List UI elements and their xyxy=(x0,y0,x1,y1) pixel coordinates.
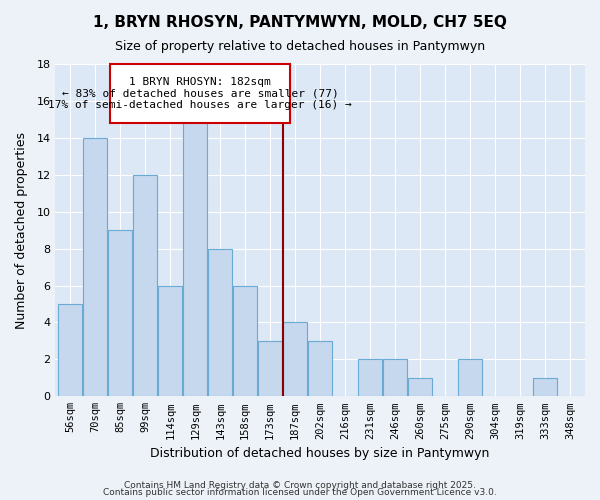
Bar xyxy=(308,341,332,396)
Bar xyxy=(408,378,432,396)
Bar xyxy=(208,248,232,396)
X-axis label: Distribution of detached houses by size in Pantymwyn: Distribution of detached houses by size … xyxy=(151,447,490,460)
Bar xyxy=(184,120,207,396)
Bar xyxy=(133,175,157,396)
Bar xyxy=(158,286,182,397)
Y-axis label: Number of detached properties: Number of detached properties xyxy=(15,132,28,328)
Text: 1 BRYN RHOSYN: 182sqm
← 83% of detached houses are smaller (77)
17% of semi-deta: 1 BRYN RHOSYN: 182sqm ← 83% of detached … xyxy=(49,77,352,110)
FancyBboxPatch shape xyxy=(110,64,290,123)
Text: Contains public sector information licensed under the Open Government Licence v3: Contains public sector information licen… xyxy=(103,488,497,497)
Bar xyxy=(58,304,82,396)
Bar xyxy=(533,378,557,396)
Text: 1, BRYN RHOSYN, PANTYMWYN, MOLD, CH7 5EQ: 1, BRYN RHOSYN, PANTYMWYN, MOLD, CH7 5EQ xyxy=(93,15,507,30)
Text: Size of property relative to detached houses in Pantymwyn: Size of property relative to detached ho… xyxy=(115,40,485,53)
Bar xyxy=(283,322,307,396)
Bar xyxy=(83,138,107,396)
Bar xyxy=(109,230,132,396)
Bar xyxy=(358,360,382,397)
Bar xyxy=(233,286,257,397)
Bar xyxy=(458,360,482,397)
Bar xyxy=(259,341,282,396)
Bar xyxy=(383,360,407,397)
Text: Contains HM Land Registry data © Crown copyright and database right 2025.: Contains HM Land Registry data © Crown c… xyxy=(124,480,476,490)
